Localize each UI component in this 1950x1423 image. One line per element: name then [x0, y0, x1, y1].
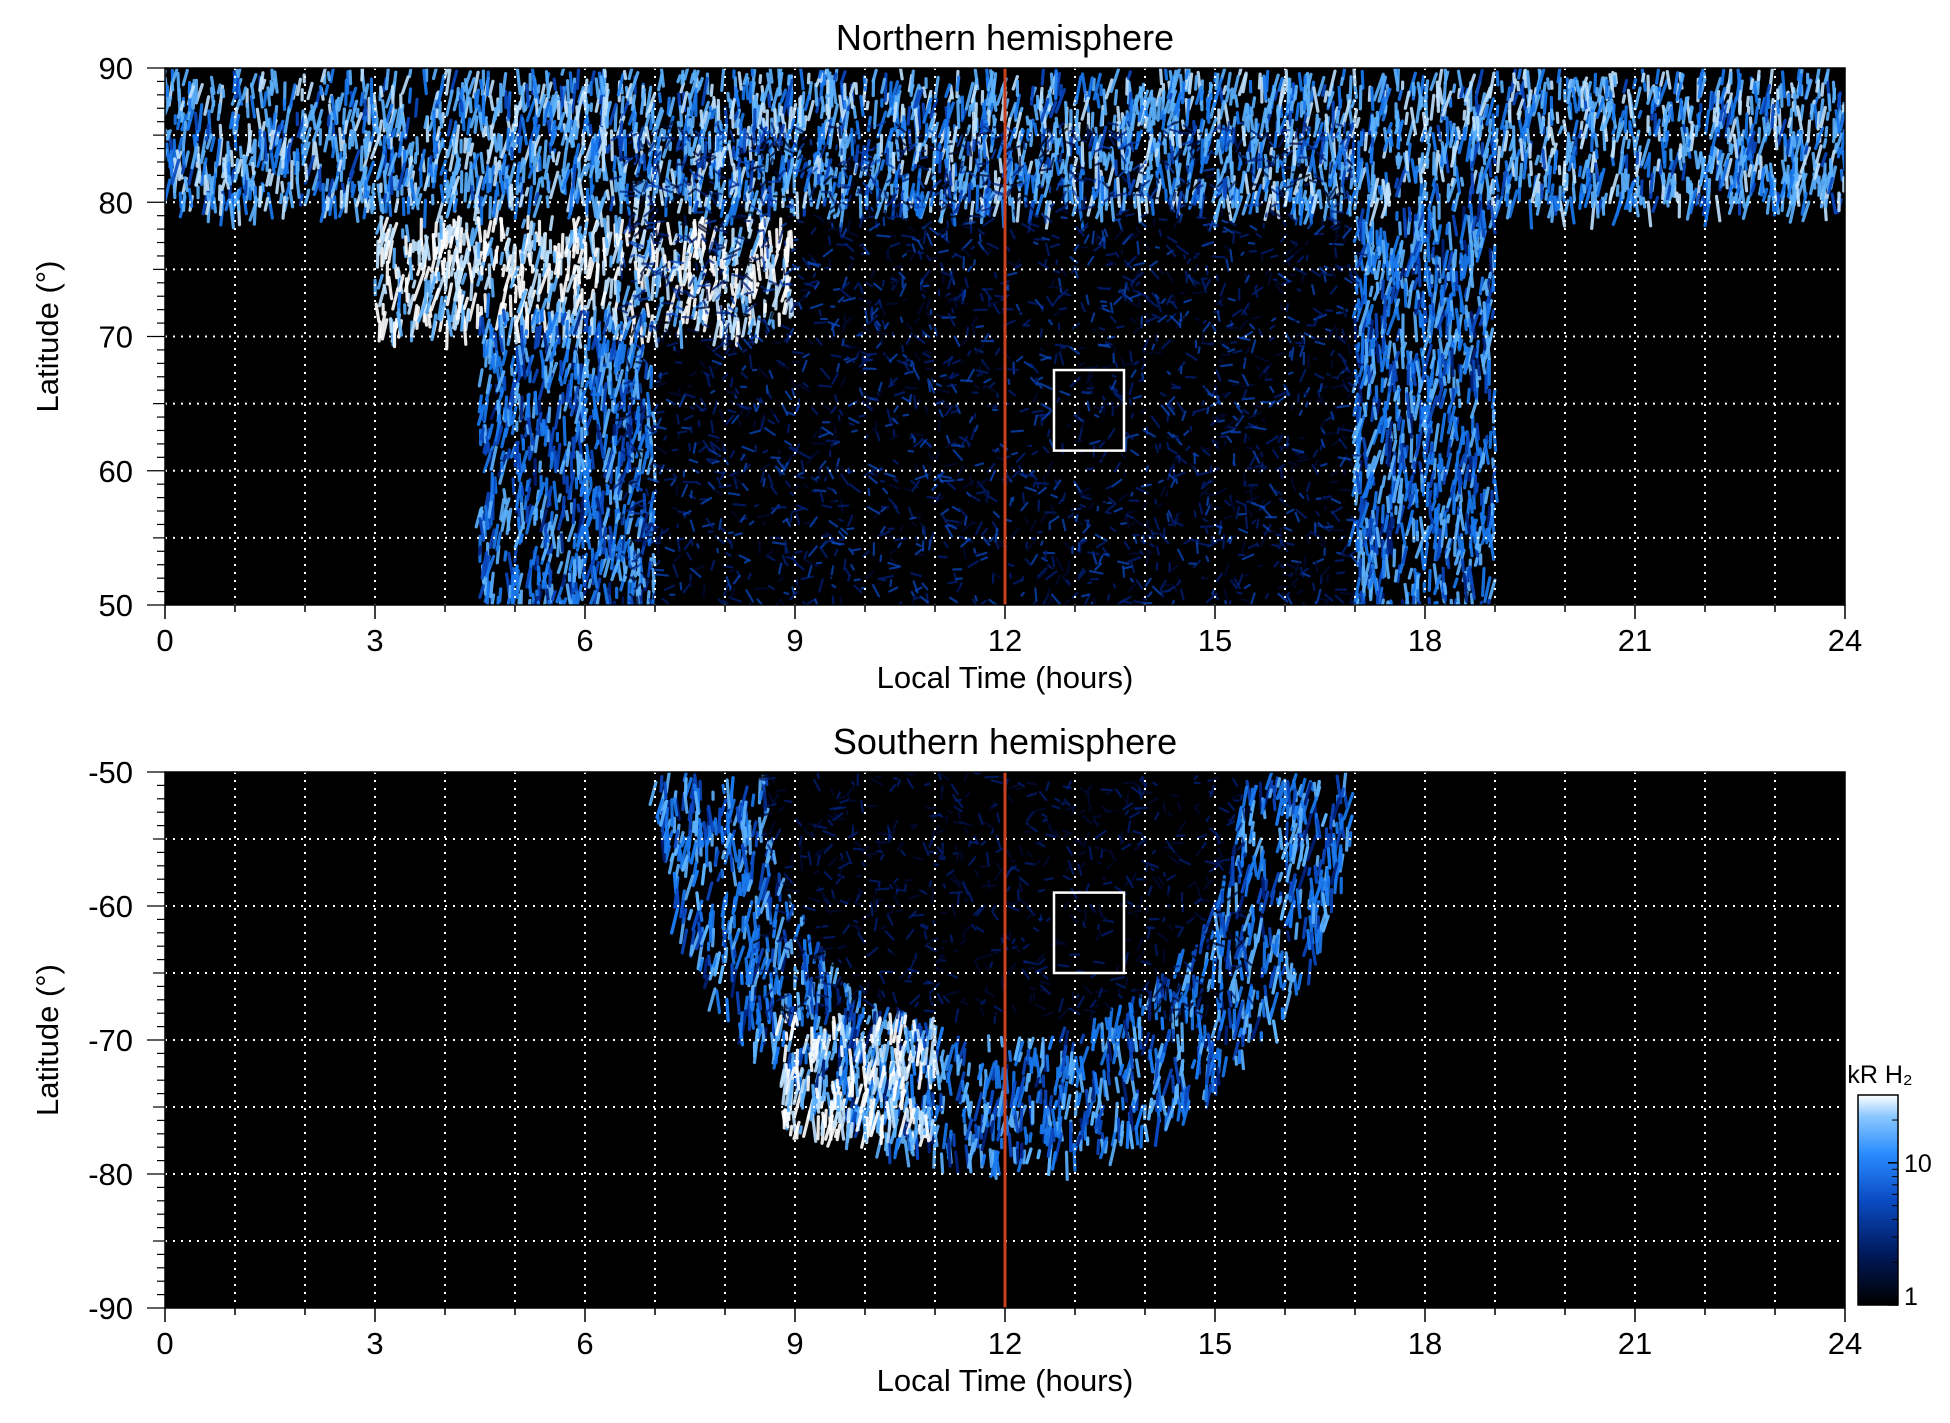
- x-tick-label: 24: [1828, 623, 1862, 658]
- chart-title: Northern hemisphere: [836, 17, 1174, 58]
- y-axis: 50 60 70 80 90 Latitude (°): [30, 51, 165, 623]
- region-box: [1052, 891, 1126, 975]
- y-tick-label: 80: [99, 185, 133, 220]
- x-tick-label: 3: [366, 1326, 383, 1361]
- x-tick-label: 24: [1828, 1326, 1862, 1361]
- emission-feature: [610, 120, 1368, 605]
- x-axis: 0 3 6 9 12 15 18 21 24 Local Time (hours): [156, 605, 1862, 695]
- region-box: [1052, 368, 1126, 452]
- x-tick-label: 21: [1618, 1326, 1652, 1361]
- x-axis-label: Local Time (hours): [877, 660, 1134, 695]
- x-tick-label: 18: [1408, 1326, 1442, 1361]
- emission-map: [165, 68, 1845, 605]
- colorbar: kR H₂ 1 10: [1847, 1061, 1931, 1311]
- y-tick-label: -60: [88, 889, 133, 924]
- emission-feature: [752, 772, 1254, 1024]
- y-tick-label: 50: [99, 588, 133, 623]
- y-axis-label: Latitude (°): [30, 964, 65, 1116]
- y-tick-label: -90: [88, 1291, 133, 1326]
- x-axis: 0 3 6 9 12 15 18 21 24 Local Time (hours): [156, 1308, 1862, 1398]
- y-tick-label: -70: [88, 1023, 133, 1058]
- x-tick-label: 9: [786, 1326, 803, 1361]
- y-axis: -90 -80 -70 -60 -50 Latitude (°): [30, 755, 165, 1326]
- colorbar-tick-label: 10: [1904, 1150, 1932, 1178]
- y-tick-label: 70: [99, 320, 133, 355]
- panel-north: 0 3 6 9 12 15 18 21 24 Local Time (hours) 50 60 70 80…: [30, 17, 1862, 695]
- x-tick-label: 12: [988, 1326, 1022, 1361]
- emission-feature: [373, 214, 794, 351]
- y-axis-label: Latitude (°): [30, 261, 65, 413]
- x-tick-label: 21: [1618, 623, 1652, 658]
- y-tick-label: 60: [99, 454, 133, 489]
- emission-feature: [774, 1011, 940, 1157]
- y-tick-label: -50: [88, 755, 133, 790]
- colorbar-scale: [1857, 1094, 1899, 1306]
- x-tick-label: 3: [366, 623, 383, 658]
- x-tick-label: 18: [1408, 623, 1442, 658]
- emission-feature: [474, 308, 657, 605]
- emission-feature: [165, 68, 1845, 232]
- x-axis-label: Local Time (hours): [877, 1363, 1134, 1398]
- chart-title: Southern hemisphere: [833, 721, 1177, 762]
- colorbar-label: kR H₂: [1847, 1061, 1912, 1089]
- x-tick-label: 6: [576, 1326, 593, 1361]
- x-tick-label: 6: [576, 623, 593, 658]
- emission-feature: [1347, 200, 1499, 605]
- colorbar-tick-label: 1: [1904, 1283, 1918, 1311]
- x-tick-label: 15: [1198, 623, 1232, 658]
- emission-map: [648, 772, 1355, 1182]
- grid: [165, 772, 1845, 1308]
- y-tick-label: -80: [88, 1157, 133, 1192]
- y-tick-label: 90: [99, 51, 133, 86]
- x-tick-label: 9: [786, 623, 803, 658]
- panel-south: 0 3 6 9 12 15 18 21 24 Local Time (hours) -90 -80 -7…: [30, 721, 1862, 1398]
- x-tick-label: 0: [156, 623, 173, 658]
- x-tick-label: 12: [988, 623, 1022, 658]
- x-tick-label: 0: [156, 1326, 173, 1361]
- x-tick-label: 15: [1198, 1326, 1232, 1361]
